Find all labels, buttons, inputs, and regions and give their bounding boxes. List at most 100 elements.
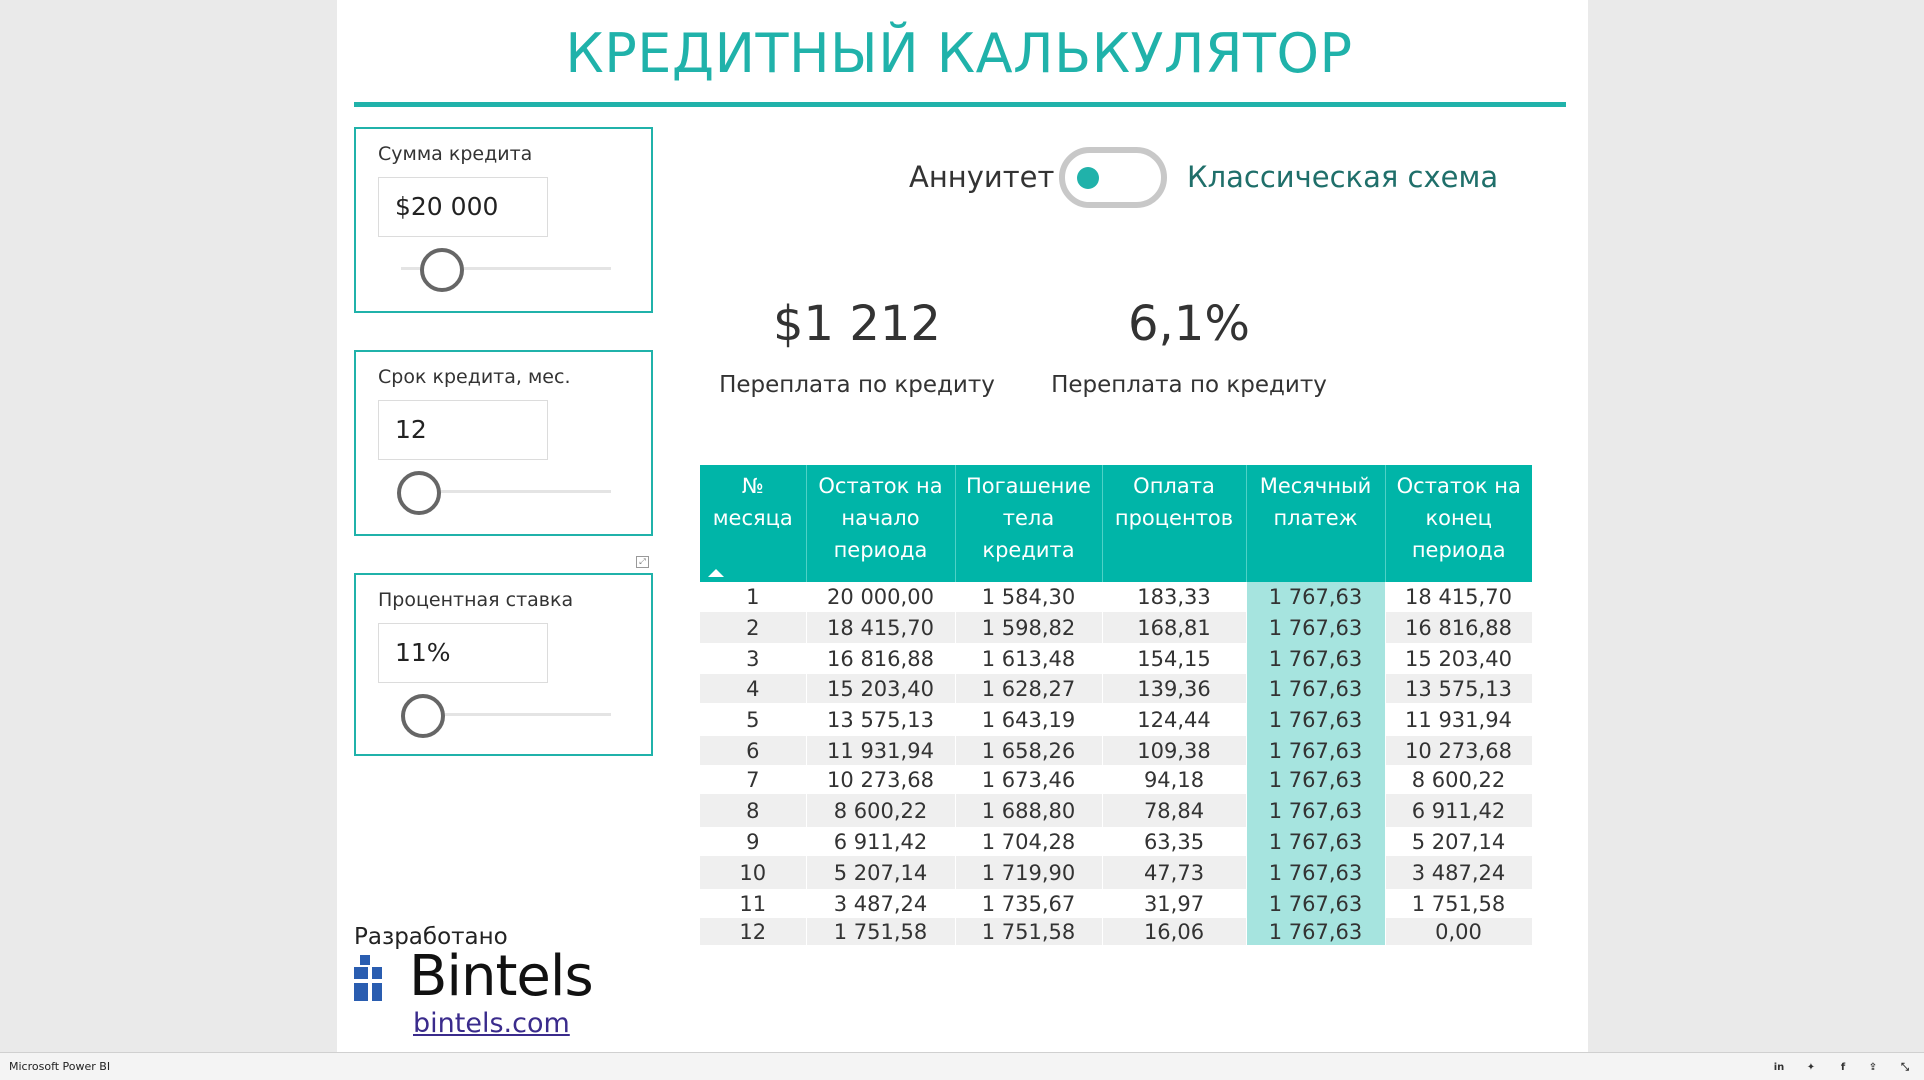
table-cell: 1 767,63 — [1246, 703, 1386, 736]
table-row: 3 16 816,88 1 613,48 154,15 1 767,63 15 203,4… — [700, 643, 1533, 674]
table-cell: 16,06 — [1102, 918, 1247, 945]
table-cell: 1 767,63 — [1246, 827, 1386, 856]
table-cell: 1 735,67 — [955, 889, 1103, 918]
bintels-website-link[interactable]: bintels.com — [413, 1008, 570, 1039]
linkedin-icon[interactable]: in — [1773, 1062, 1785, 1073]
table-cell: 9 — [700, 827, 807, 856]
table-cell: 2 — [700, 612, 807, 643]
table-cell: 1 643,19 — [955, 703, 1103, 736]
title-underline — [354, 102, 1566, 107]
table-cell: 47,73 — [1102, 856, 1247, 889]
table-cell: 1 628,27 — [955, 674, 1103, 703]
table-cell: 1 704,28 — [955, 827, 1103, 856]
report-canvas: КРЕДИТНЫЙ КАЛЬКУЛЯТОР Сумма кредита $20 … — [337, 0, 1588, 1052]
table-cell: 1 658,26 — [955, 736, 1103, 765]
loan-term-input[interactable]: 12 — [378, 400, 548, 460]
loan-term-slicer: Срок кредита, мес. 12 — [354, 350, 653, 536]
table-cell: 1 767,63 — [1246, 765, 1386, 794]
table-cell: 10 273,68 — [806, 765, 956, 794]
table-cell: 1 613,48 — [955, 643, 1103, 674]
interest-rate-label: Процентная ставка — [378, 589, 574, 611]
twitter-icon[interactable]: ✦ — [1806, 1062, 1816, 1073]
table-row: 11 3 487,24 1 735,67 31,97 1 767,63 1 751,58 — [700, 889, 1533, 918]
table-cell: 15 203,40 — [1385, 643, 1533, 674]
table-cell: 168,81 — [1102, 612, 1247, 643]
column-header-text: платеж — [1273, 506, 1358, 530]
table-cell: 8 600,22 — [1385, 765, 1533, 794]
loan-amount-label: Сумма кредита — [378, 143, 533, 165]
fullscreen-icon[interactable]: ⤡ — [1901, 1062, 1909, 1073]
column-header-3[interactable]: Погашение тела кредита — [955, 465, 1103, 582]
table-cell: 12 — [700, 918, 807, 945]
overpayment-amount-label: Переплата по кредиту — [719, 372, 995, 398]
table-cell: 1 688,80 — [955, 794, 1103, 827]
payment-scheme-toggle[interactable] — [1059, 147, 1167, 208]
table-cell: 3 — [700, 643, 807, 674]
table-cell: 16 816,88 — [806, 643, 956, 674]
loan-term-slider-thumb[interactable] — [397, 471, 441, 515]
overpayment-amount-value: $1 212 — [773, 296, 941, 352]
loan-amount-slicer: Сумма кредита $20 000 — [354, 127, 653, 313]
table-cell: 31,97 — [1102, 889, 1247, 918]
page-title: КРЕДИТНЫЙ КАЛЬКУЛЯТОР — [565, 22, 1353, 85]
developed-by-label: Разработано — [354, 924, 508, 950]
column-header-text: кредита — [982, 538, 1075, 562]
table-cell: 1 673,46 — [955, 765, 1103, 794]
column-header-6[interactable]: Остаток на конец периода — [1385, 465, 1532, 582]
focus-mode-icon[interactable]: ⤢ — [636, 556, 649, 568]
table-cell: 20 000,00 — [806, 582, 956, 612]
share-icon[interactable]: ⇪ — [1868, 1062, 1878, 1073]
table-cell: 1 767,63 — [1246, 856, 1386, 889]
table-cell: 15 203,40 — [806, 674, 956, 703]
column-header-1[interactable]: № месяца — [700, 465, 807, 582]
table-cell: 13 575,13 — [1385, 674, 1533, 703]
column-header-text: процентов — [1114, 506, 1234, 530]
column-header-text: Месячный — [1259, 474, 1372, 498]
loan-term-slider-track[interactable] — [401, 490, 611, 493]
loan-amount-slider-track[interactable] — [401, 267, 611, 270]
overpayment-percent-value: 6,1% — [1128, 296, 1250, 352]
table-row: 4 15 203,40 1 628,27 139,36 1 767,63 13 575,1… — [700, 674, 1533, 703]
interest-rate-slider-thumb[interactable] — [401, 694, 445, 738]
table-cell: 124,44 — [1102, 703, 1247, 736]
annuity-label: Аннуитет — [909, 160, 1055, 194]
table-header: № месяца Остаток на начало периода Погашение т… — [700, 465, 1532, 582]
table-cell: 1 767,63 — [1246, 918, 1386, 945]
table-cell: 109,38 — [1102, 736, 1247, 765]
toggle-knob[interactable] — [1077, 167, 1099, 189]
table-cell: 1 584,30 — [955, 582, 1103, 612]
table-row: 12 1 751,58 1 751,58 16,06 1 767,63 0,00 — [700, 918, 1533, 945]
table-row: 5 13 575,13 1 643,19 124,44 1 767,63 11 931,9… — [700, 703, 1533, 736]
interest-rate-slider-track[interactable] — [401, 713, 611, 716]
loan-amount-input[interactable]: $20 000 — [378, 177, 548, 237]
column-header-text: тела — [1002, 506, 1055, 530]
table-cell: 1 767,63 — [1246, 582, 1386, 612]
loan-term-label: Срок кредита, мес. — [378, 366, 571, 388]
table-cell: 8 — [700, 794, 807, 827]
interest-rate-input[interactable]: 11% — [378, 623, 548, 683]
facebook-icon[interactable]: f — [1840, 1062, 1846, 1073]
column-header-text: периода — [833, 538, 928, 562]
table-cell: 1 719,90 — [955, 856, 1103, 889]
column-header-5[interactable]: Месячный платеж — [1246, 465, 1386, 582]
bintels-logo-icon — [354, 955, 382, 1001]
table-cell: 7 — [700, 765, 807, 794]
payment-schedule-table: № месяца Остаток на начало периода Погашение т… — [700, 465, 1533, 945]
table-cell: 3 487,24 — [806, 889, 956, 918]
bintels-logo-text: Bintels — [409, 944, 594, 1009]
column-header-text: периода — [1411, 538, 1506, 562]
column-header-2[interactable]: Остаток на начало периода — [806, 465, 956, 582]
column-header-4[interactable]: Оплата процентов — [1102, 465, 1247, 582]
table-cell: 0,00 — [1385, 918, 1533, 945]
table-cell: 1 767,63 — [1246, 736, 1386, 765]
table-cell: 139,36 — [1102, 674, 1247, 703]
table-cell: 183,33 — [1102, 582, 1247, 612]
table-cell: 78,84 — [1102, 794, 1247, 827]
sort-ascending-icon[interactable] — [708, 569, 724, 577]
column-header-text: № — [741, 474, 764, 498]
column-header-text: Погашение — [966, 474, 1091, 498]
loan-amount-slider-thumb[interactable] — [420, 248, 464, 292]
interest-rate-slicer: Процентная ставка 11% — [354, 573, 653, 756]
table-cell: 4 — [700, 674, 807, 703]
